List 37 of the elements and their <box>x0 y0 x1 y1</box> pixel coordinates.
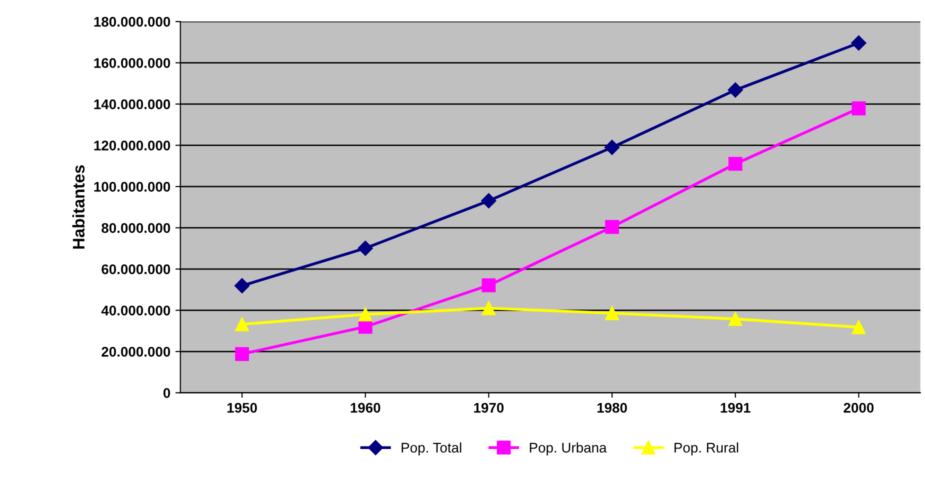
y-tick-label: 100.000.000 <box>94 182 170 192</box>
x-tick-label: 1950 <box>227 402 257 413</box>
point <box>481 193 496 208</box>
y-tick-label: 40.000.000 <box>101 306 170 316</box>
y-tick-label: 140.000.000 <box>94 99 170 110</box>
x-tick-label: 1980 <box>597 402 627 413</box>
x-tick-label: 1991 <box>720 402 750 413</box>
x-tick-label: 2000 <box>844 402 874 413</box>
legend-label: Pop. Urbana <box>530 442 607 456</box>
x-tick-label: 1970 <box>474 402 504 413</box>
point <box>234 278 250 294</box>
y-tick-label: 0 <box>163 388 170 398</box>
point <box>851 35 866 51</box>
x-tick-label: 1960 <box>350 402 380 413</box>
y-tick-label: 80.000.000 <box>102 223 170 233</box>
y-tick-label: 180.000.000 <box>94 16 170 27</box>
point <box>482 278 496 292</box>
point <box>728 312 742 326</box>
point <box>728 82 743 98</box>
point <box>482 301 496 316</box>
point <box>605 306 619 320</box>
point <box>852 101 866 116</box>
y-tick-label: 60.000.000 <box>102 264 170 274</box>
y-tick-label: 20.000.000 <box>102 346 170 357</box>
y-tick-label: 120.000.000 <box>94 140 170 150</box>
point <box>852 320 866 334</box>
point <box>235 347 249 361</box>
point <box>605 220 619 234</box>
legend-label: Pop. Total <box>402 442 462 456</box>
point <box>358 240 373 256</box>
legend-label: Pop. Rural <box>674 442 738 456</box>
point <box>604 140 620 155</box>
point <box>728 156 742 171</box>
point <box>358 307 372 322</box>
point <box>235 317 249 332</box>
y-axis-title: Habitantes <box>72 165 85 249</box>
y-tick-label: 160.000.000 <box>94 58 170 68</box>
